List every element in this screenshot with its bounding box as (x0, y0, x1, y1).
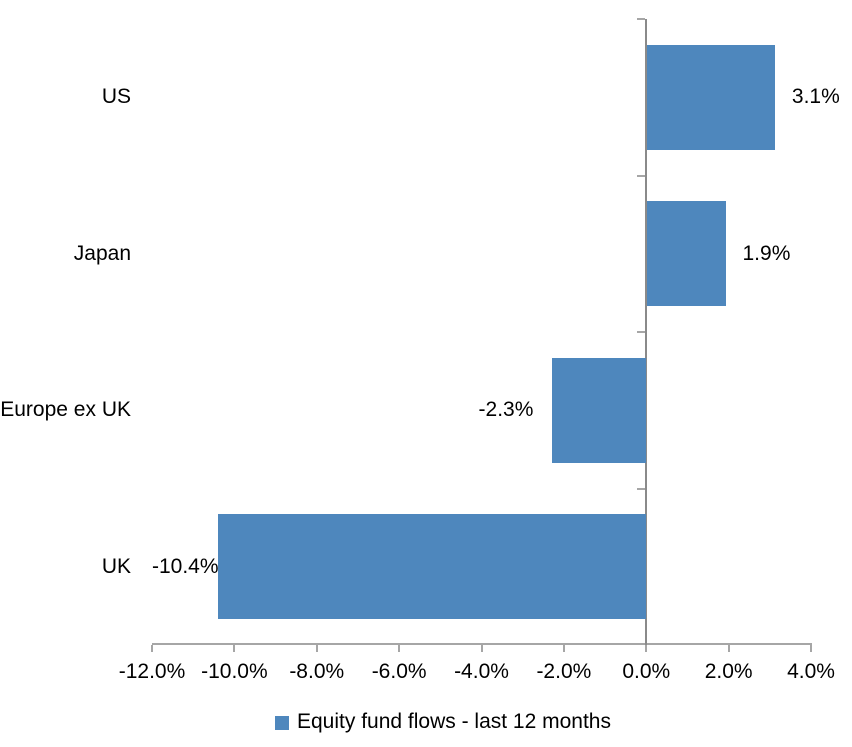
category-label: UK (101, 554, 131, 578)
x-tick-label: 0.0% (622, 660, 671, 683)
value-label: 3.1% (791, 85, 840, 109)
category-label: US (101, 85, 131, 109)
x-axis-tick (727, 645, 730, 652)
x-tick-label: 4.0% (787, 660, 835, 683)
y-axis-line (645, 19, 648, 645)
x-axis-tick (480, 645, 483, 652)
x-tick-label: 2.0% (704, 660, 753, 683)
bar-uk (217, 514, 647, 620)
category-tick (637, 331, 646, 333)
category-label: Japan (73, 241, 131, 265)
x-tick-label: -12.0% (118, 660, 186, 683)
category-tick (637, 487, 646, 490)
x-tick-label: -2.0% (536, 660, 592, 683)
value-label: 1.9% (742, 241, 791, 265)
category-tick (637, 18, 646, 20)
bar-japan (647, 201, 726, 307)
x-axis-tick (562, 645, 565, 652)
legend-swatch-icon (275, 716, 289, 730)
category-label: Europe ex UK (0, 398, 131, 422)
x-axis-tick (645, 645, 648, 652)
legend: Equity fund flows - last 12 months (275, 709, 611, 735)
x-axis-tick (315, 645, 318, 652)
x-axis-tick (151, 645, 153, 652)
legend-label: Equity fund flows - last 12 months (297, 710, 611, 733)
x-axis-tick (398, 645, 401, 652)
x-tick-label: -6.0% (371, 660, 427, 683)
value-label: -2.3% (478, 398, 534, 422)
value-label: -10.4% (152, 554, 219, 578)
x-axis-tick (810, 645, 812, 652)
x-axis-line (152, 643, 812, 645)
x-tick-label: -8.0% (289, 660, 345, 683)
category-tick (637, 174, 646, 177)
bar-us (647, 44, 775, 150)
x-tick-label: -10.0% (201, 660, 268, 683)
bar-europe-ex-uk (551, 357, 647, 463)
x-axis-tick (233, 645, 236, 652)
x-tick-label: -4.0% (454, 660, 509, 683)
